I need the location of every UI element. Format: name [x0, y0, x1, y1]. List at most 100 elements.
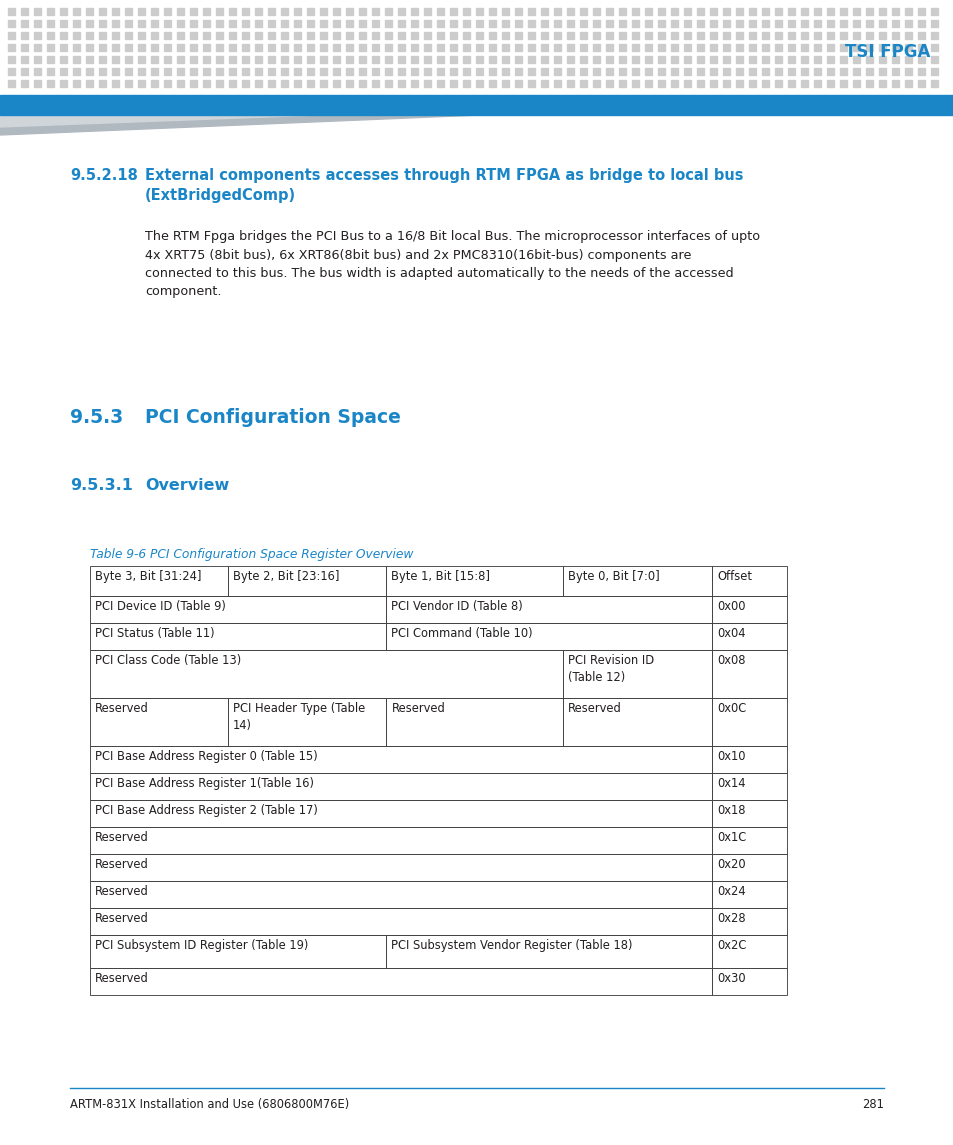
- Bar: [215, 19, 223, 27]
- Bar: [8, 8, 15, 15]
- Bar: [333, 8, 339, 15]
- Bar: [761, 68, 768, 76]
- Bar: [138, 19, 145, 27]
- Bar: [229, 44, 235, 52]
- Bar: [47, 68, 54, 76]
- Bar: [878, 32, 885, 39]
- Text: PCI Subsystem ID Register (Table 19): PCI Subsystem ID Register (Table 19): [95, 939, 308, 951]
- Bar: [904, 8, 911, 15]
- Bar: [90, 623, 386, 650]
- Bar: [397, 19, 405, 27]
- Bar: [294, 44, 301, 52]
- Bar: [385, 68, 392, 76]
- Bar: [540, 44, 547, 52]
- Bar: [515, 44, 521, 52]
- Bar: [801, 68, 807, 76]
- Text: PCI Configuration Space: PCI Configuration Space: [145, 408, 400, 427]
- Bar: [709, 8, 717, 15]
- Bar: [813, 56, 821, 63]
- Bar: [774, 80, 781, 87]
- Bar: [229, 80, 235, 87]
- Bar: [631, 8, 639, 15]
- Bar: [840, 56, 846, 63]
- Bar: [281, 8, 288, 15]
- Bar: [164, 80, 171, 87]
- Bar: [73, 44, 80, 52]
- Bar: [722, 44, 729, 52]
- Bar: [515, 19, 521, 27]
- Text: Reserved: Reserved: [567, 702, 621, 714]
- Bar: [112, 44, 119, 52]
- Bar: [164, 19, 171, 27]
- Bar: [450, 8, 456, 15]
- Bar: [787, 44, 794, 52]
- Bar: [930, 44, 937, 52]
- Bar: [489, 44, 496, 52]
- Bar: [930, 56, 937, 63]
- Bar: [709, 44, 717, 52]
- Bar: [8, 32, 15, 39]
- Bar: [593, 32, 599, 39]
- Bar: [787, 8, 794, 15]
- Bar: [605, 68, 613, 76]
- Bar: [60, 19, 67, 27]
- Bar: [917, 68, 924, 76]
- Bar: [281, 44, 288, 52]
- Bar: [878, 56, 885, 63]
- Bar: [73, 68, 80, 76]
- Bar: [644, 44, 651, 52]
- Bar: [712, 650, 786, 698]
- Bar: [281, 56, 288, 63]
- Bar: [501, 8, 509, 15]
- Bar: [203, 68, 210, 76]
- Bar: [774, 44, 781, 52]
- Bar: [527, 56, 535, 63]
- Bar: [554, 68, 560, 76]
- Bar: [774, 56, 781, 63]
- Bar: [21, 56, 28, 63]
- Bar: [891, 8, 898, 15]
- Bar: [423, 56, 431, 63]
- Bar: [281, 19, 288, 27]
- Bar: [476, 8, 482, 15]
- Bar: [501, 44, 509, 52]
- Bar: [47, 44, 54, 52]
- Bar: [307, 8, 314, 15]
- Bar: [761, 80, 768, 87]
- Bar: [722, 32, 729, 39]
- Bar: [203, 8, 210, 15]
- Bar: [423, 68, 431, 76]
- Bar: [618, 44, 625, 52]
- Bar: [697, 8, 703, 15]
- Bar: [462, 8, 470, 15]
- Bar: [177, 56, 184, 63]
- Bar: [450, 32, 456, 39]
- Bar: [462, 68, 470, 76]
- Bar: [8, 19, 15, 27]
- Bar: [47, 56, 54, 63]
- Bar: [73, 32, 80, 39]
- Bar: [631, 19, 639, 27]
- Text: 0x1C: 0x1C: [717, 831, 746, 844]
- Bar: [930, 68, 937, 76]
- Text: PCI Device ID (Table 9): PCI Device ID (Table 9): [95, 600, 226, 613]
- Bar: [203, 44, 210, 52]
- Bar: [294, 80, 301, 87]
- Bar: [164, 8, 171, 15]
- Bar: [826, 44, 833, 52]
- Bar: [99, 44, 106, 52]
- Bar: [268, 68, 274, 76]
- Text: Table 9-6 PCI Configuration Space Register Overview: Table 9-6 PCI Configuration Space Regist…: [90, 548, 413, 561]
- Bar: [177, 32, 184, 39]
- Bar: [386, 935, 712, 968]
- Bar: [90, 747, 712, 773]
- Bar: [891, 19, 898, 27]
- Bar: [566, 8, 574, 15]
- Bar: [712, 854, 786, 881]
- Bar: [709, 32, 717, 39]
- Bar: [8, 68, 15, 76]
- Bar: [125, 44, 132, 52]
- Bar: [90, 908, 712, 935]
- Bar: [125, 68, 132, 76]
- Bar: [579, 56, 586, 63]
